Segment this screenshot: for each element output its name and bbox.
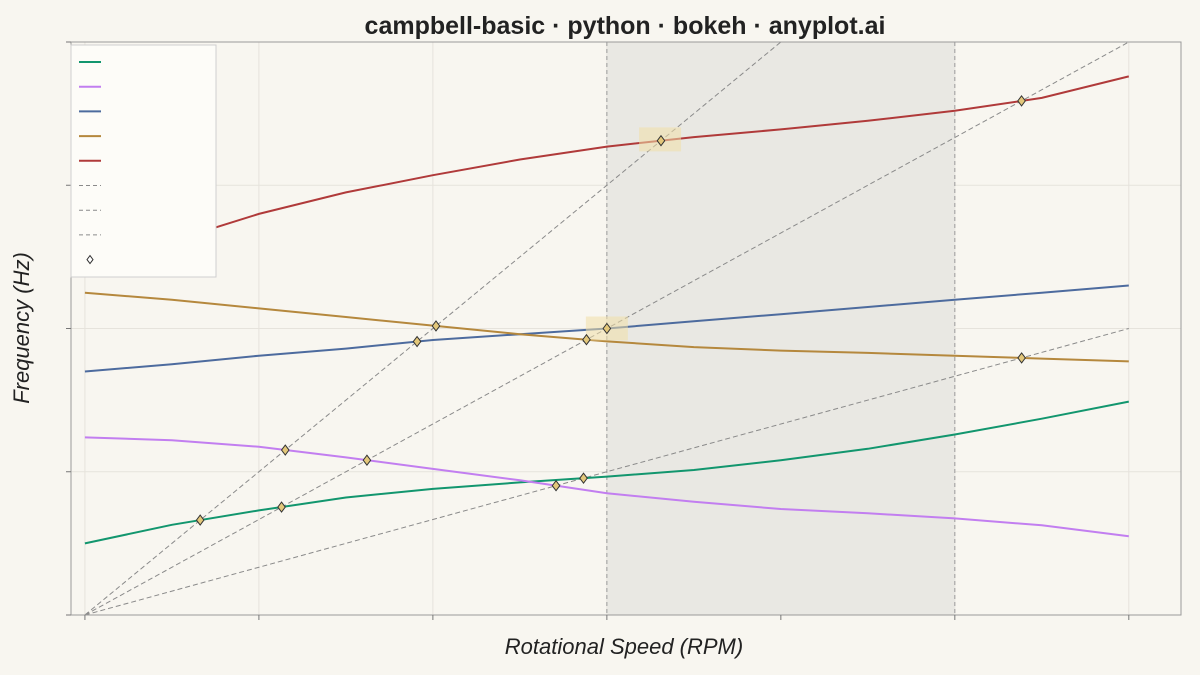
series-line-0	[84, 400, 1129, 545]
critical-speed-marker	[656, 134, 666, 147]
series-line-4	[84, 75, 1130, 258]
series-line-3	[84, 291, 1129, 363]
critical-speed-marker	[582, 333, 591, 346]
critical-speed-marker	[280, 444, 290, 456]
critical-speed-marker	[195, 514, 205, 526]
eo-line-3x	[84, 42, 782, 615]
legend-swatch-critical-speed	[86, 254, 94, 265]
critical-speed-marker	[579, 472, 588, 484]
critical-speed-marker	[362, 454, 372, 467]
eo-line-1x	[84, 328, 1129, 615]
y-axis-label: Frequency (Hz)	[9, 252, 34, 404]
critical-speed-marker	[551, 479, 561, 492]
critical-speed-marker	[1017, 95, 1026, 107]
chart-title: campbell-basic · python · bokeh · anyplo…	[365, 12, 886, 40]
series-line-1	[84, 436, 1129, 538]
critical-speed-marker	[412, 335, 422, 348]
critical-speed-marker	[277, 501, 286, 513]
critical-speed-marker	[1017, 352, 1026, 364]
plot-area	[66, 41, 1182, 620]
legend	[70, 44, 217, 278]
critical-speed-marker	[431, 320, 441, 332]
critical-speed-marker	[602, 322, 612, 335]
x-axis-label: Rotational Speed (RPM)	[505, 634, 743, 659]
